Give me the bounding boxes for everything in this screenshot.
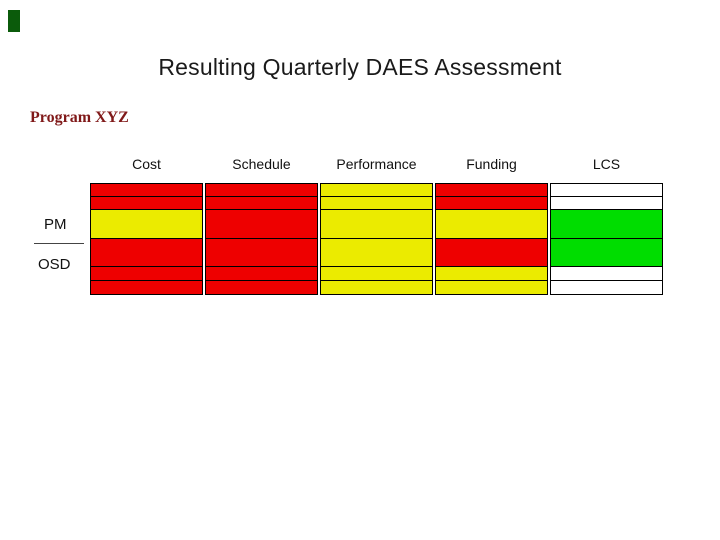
pm-osd-divider (34, 243, 84, 244)
grid-column-funding (435, 183, 548, 295)
grid-cell (550, 183, 663, 197)
grid-cell (435, 280, 548, 295)
grid-cell (90, 238, 203, 267)
corner-accent-bar (8, 10, 20, 32)
assessment-grid (90, 183, 663, 295)
grid-cell (205, 238, 318, 267)
grid-column-schedule (205, 183, 318, 295)
grid-cell (435, 209, 548, 239)
grid-cell (205, 196, 318, 210)
grid-column-performance (320, 183, 433, 295)
grid-cell (435, 183, 548, 197)
column-header-cost: Cost (132, 156, 161, 172)
column-header-schedule: Schedule (232, 156, 291, 172)
grid-cell (320, 196, 433, 210)
row-label-pm: PM (44, 216, 67, 233)
grid-cell (90, 209, 203, 239)
grid-cell (435, 266, 548, 281)
grid-cell (550, 209, 663, 239)
grid-cell (320, 280, 433, 295)
grid-cell (320, 183, 433, 197)
column-header-funding: Funding (466, 156, 517, 172)
grid-column-cost (90, 183, 203, 295)
grid-cell (90, 266, 203, 281)
grid-cell (90, 280, 203, 295)
grid-cell (550, 280, 663, 295)
grid-cell (435, 238, 548, 267)
grid-cell (435, 196, 548, 210)
grid-cell (205, 280, 318, 295)
grid-cell (320, 266, 433, 281)
grid-column-lcs (550, 183, 663, 295)
grid-cell (90, 196, 203, 210)
grid-cell (320, 238, 433, 267)
grid-cell (320, 209, 433, 239)
column-header-lcs: LCS (592, 156, 621, 172)
grid-cell (205, 266, 318, 281)
row-label-osd: OSD (38, 256, 71, 273)
column-headers: Cost Schedule Performance Funding LCS (90, 156, 663, 172)
grid-cell (550, 238, 663, 267)
column-header-performance: Performance (336, 156, 417, 172)
grid-cell (205, 183, 318, 197)
program-label: Program XYZ (30, 109, 129, 126)
grid-cell (90, 183, 203, 197)
slide-title: Resulting Quarterly DAES Assessment (158, 54, 562, 80)
grid-cell (550, 196, 663, 210)
grid-cell (205, 209, 318, 239)
grid-cell (550, 266, 663, 281)
